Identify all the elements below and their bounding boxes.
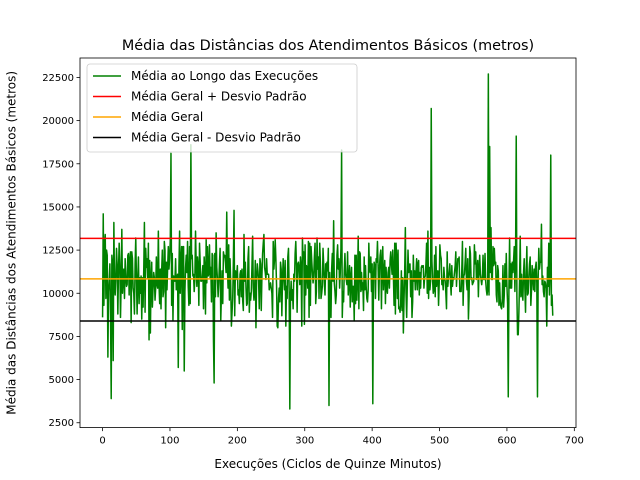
chart-title: Média das Distâncias dos Atendimentos Bá…: [122, 38, 534, 54]
x-axis: 0 100 200 300 400 500 600 700: [99, 427, 584, 447]
legend-label: Média Geral: [131, 110, 203, 124]
legend-label: Média Geral + Desvio Padrão: [131, 90, 307, 104]
x-tick-label: 500: [430, 436, 449, 447]
y-axis: 2500 5000 7500 10000 12500 15000 17500 20000 225…: [42, 73, 80, 429]
x-tick-label: 0: [99, 436, 105, 447]
y-tick-label: 22500: [42, 73, 74, 84]
y-tick-label: 10000: [42, 289, 74, 300]
y-tick-label: 5000: [49, 375, 74, 386]
x-tick-label: 700: [565, 436, 584, 447]
x-tick-label: 100: [160, 436, 179, 447]
axes-frame: [79, 57, 577, 429]
y-tick-label: 12500: [42, 246, 74, 257]
legend-label: Média Geral - Desvio Padrão: [131, 131, 301, 145]
x-axis-label: Execuções (Ciclos de Quinze Minutos): [214, 457, 441, 471]
y-tick-label: 7500: [49, 332, 74, 343]
y-tick-label: 2500: [49, 418, 74, 429]
y-tick-label: 15000: [42, 202, 74, 213]
y-axis-label: Média das Distâncias dos Atendimentos Bá…: [5, 71, 19, 415]
x-tick-label: 200: [228, 436, 247, 447]
legend-label: Média ao Longo das Execuções: [131, 69, 318, 83]
plot-area: [80, 73, 576, 410]
series-line-0: [101, 73, 554, 410]
x-tick-label: 300: [295, 436, 314, 447]
x-tick-label: 600: [497, 436, 516, 447]
legend: Média ao Longo das Execuções Média Geral …: [86, 63, 358, 153]
legend-box: [86, 63, 358, 153]
y-tick-label: 20000: [42, 116, 74, 127]
x-tick-label: 400: [363, 436, 382, 447]
y-tick-label: 17500: [42, 159, 74, 170]
